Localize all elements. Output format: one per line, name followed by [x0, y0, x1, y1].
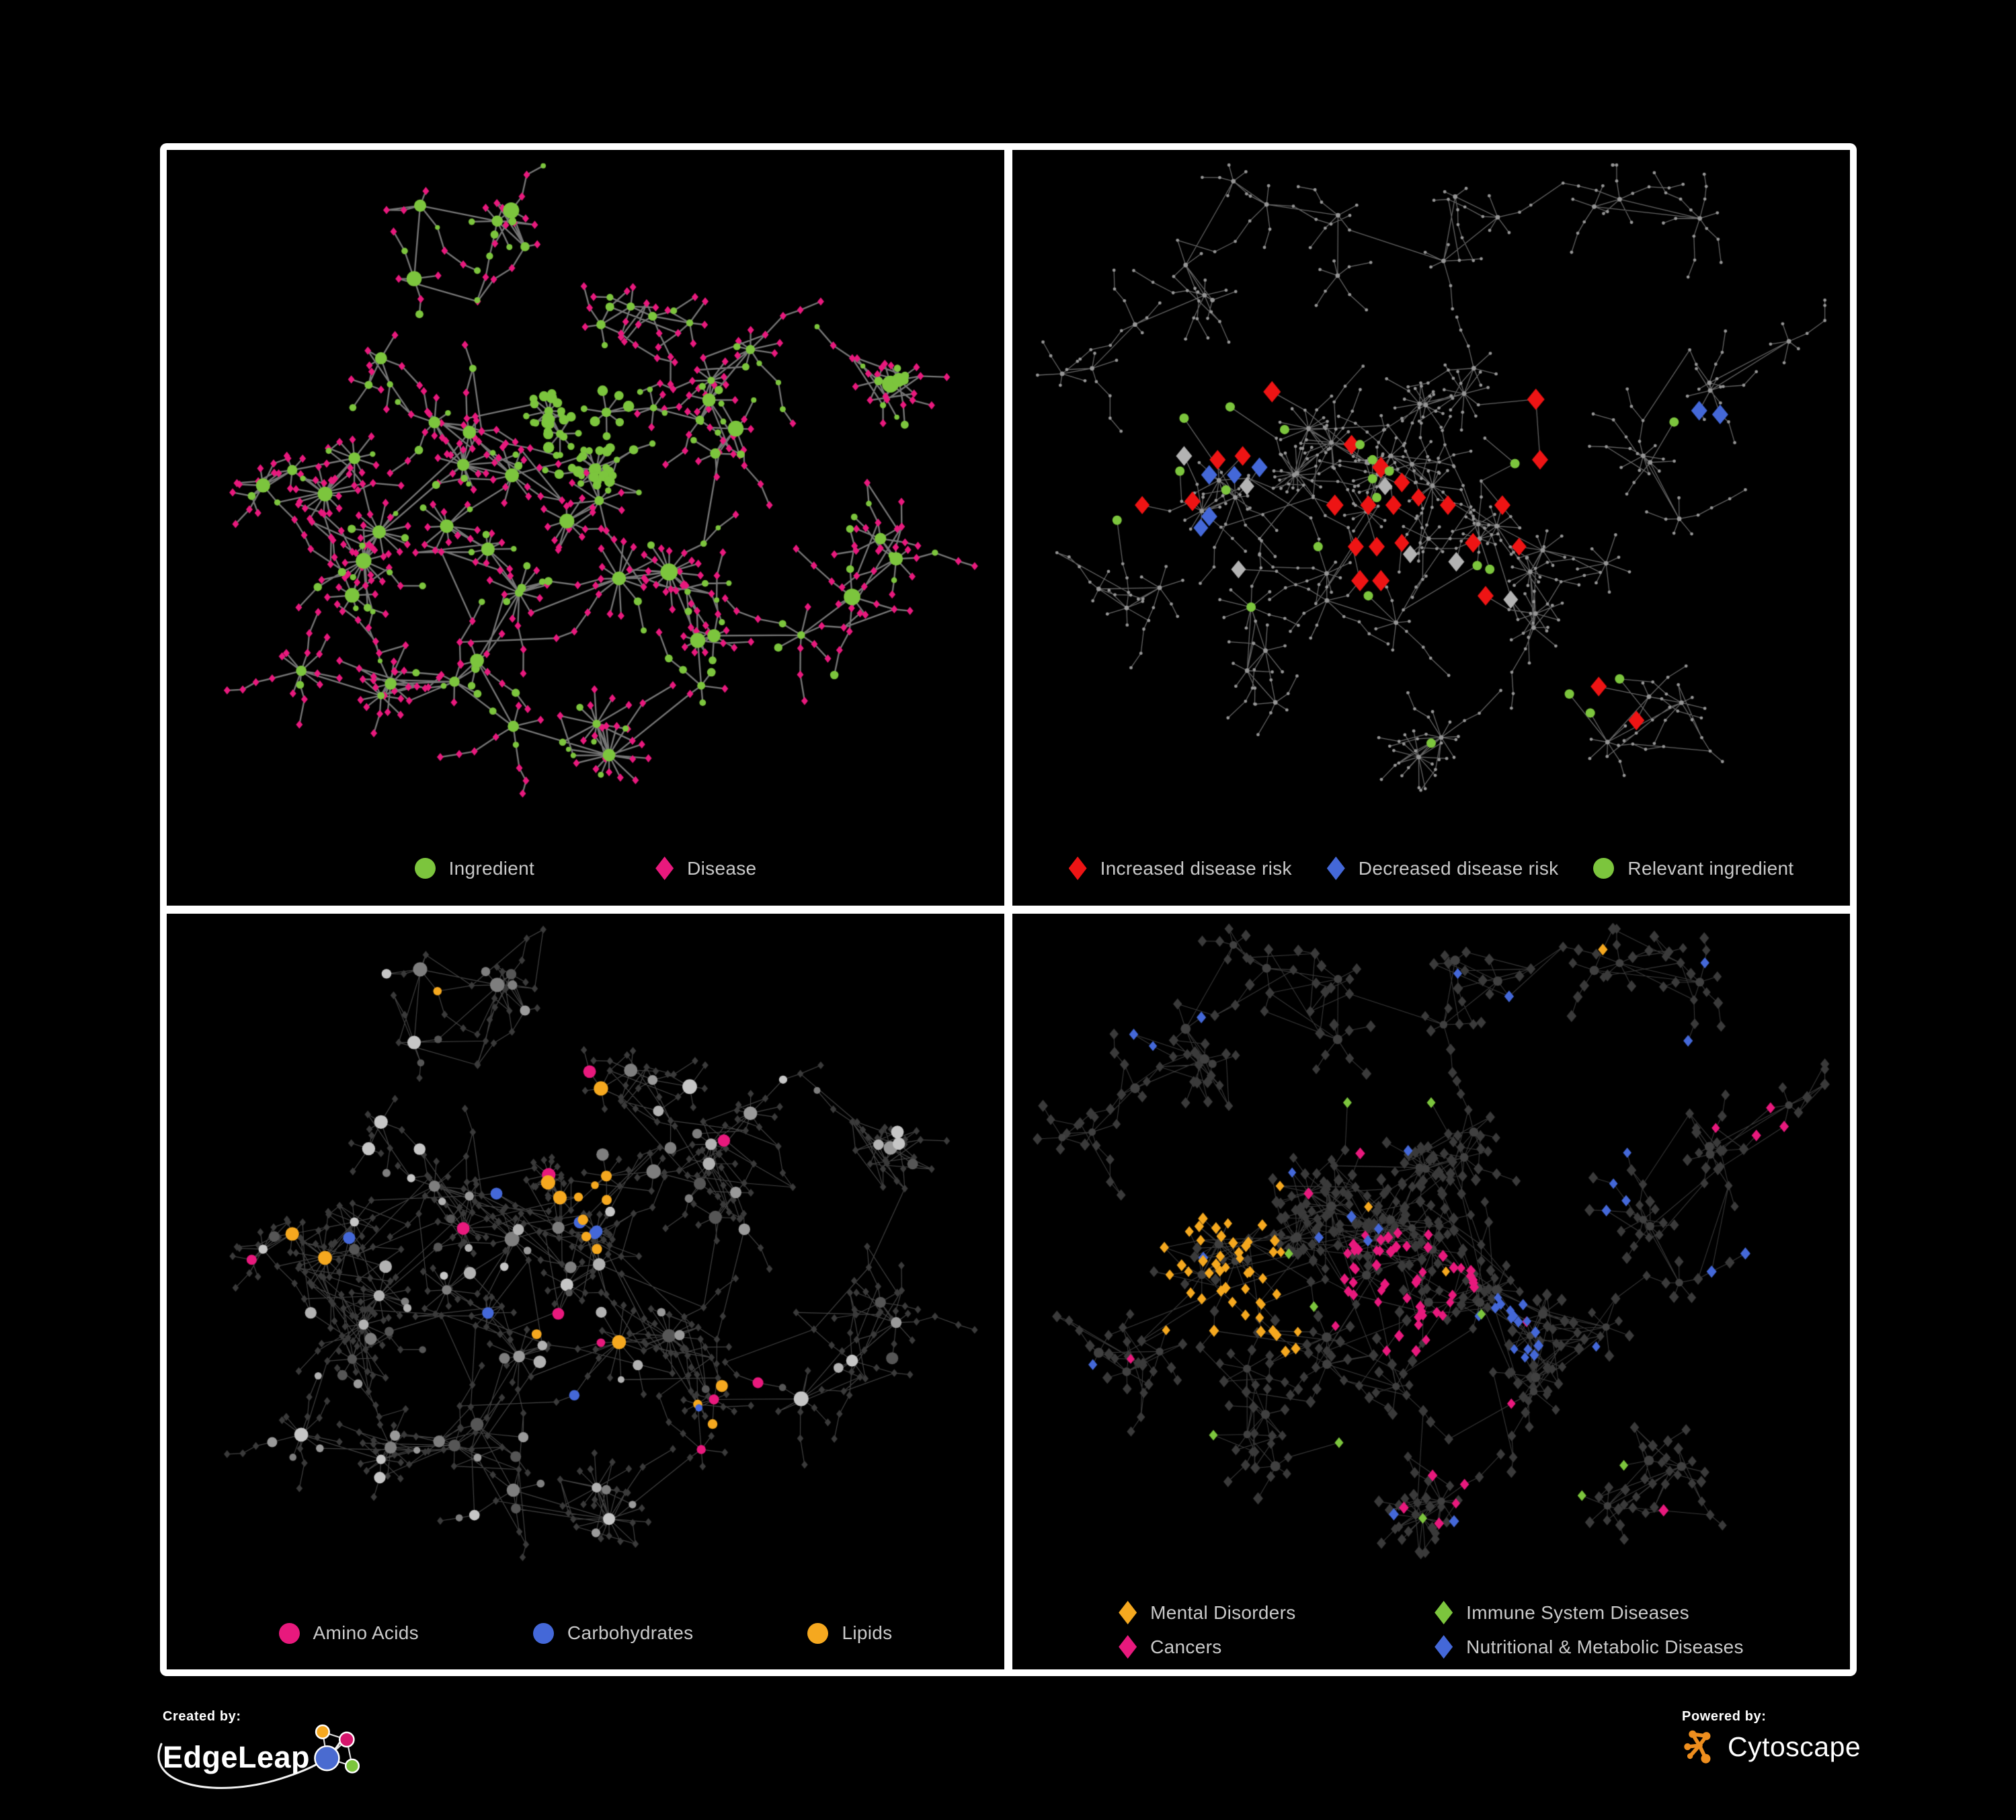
- diamond-marker-icon: [1119, 1635, 1137, 1659]
- circle-marker-icon: [278, 1622, 300, 1644]
- edgeleap-wordmark: EdgeLeap: [163, 1740, 311, 1775]
- circle-marker-icon: [532, 1622, 554, 1644]
- legend-item-mental-disorders: Mental Disorders: [1119, 1601, 1408, 1624]
- legend-label: Cancers: [1150, 1636, 1222, 1657]
- legend-label: Amino Acids: [313, 1622, 419, 1643]
- diamond-marker-icon: [1068, 857, 1087, 880]
- legend-label: Mental Disorders: [1150, 1601, 1296, 1623]
- panel-disease-risk: Increased disease risk Decreased disease …: [1012, 150, 1850, 906]
- diamond-marker-icon: [1119, 1601, 1137, 1624]
- legend-nutrient-classes: Amino Acids Carbohydrates Lipids: [167, 1622, 1004, 1644]
- figure-grid: Ingredient Disease Increased disease risk…: [160, 143, 1857, 1676]
- legend-label: Immune System Diseases: [1466, 1601, 1689, 1623]
- diamond-marker-icon: [1435, 1601, 1453, 1624]
- legend-label: Nutritional & Metabolic Diseases: [1466, 1636, 1744, 1657]
- network-canvas-ingredient-disease: [167, 150, 1004, 906]
- panel-ingredient-disease: Ingredient Disease: [167, 150, 1004, 906]
- legend-item-ingredient: Ingredient: [414, 857, 535, 879]
- diamond-marker-icon: [1435, 1635, 1453, 1659]
- legend-label: Carbohydrates: [567, 1622, 694, 1643]
- circle-marker-icon: [414, 858, 436, 879]
- legend-disease-risk: Increased disease risk Decreased disease …: [1012, 857, 1850, 880]
- diamond-marker-icon: [655, 857, 674, 880]
- powered-by-block: Powered by: Cytoscape: [1682, 1709, 1861, 1766]
- legend-item-disease: Disease: [655, 857, 756, 880]
- legend-label: Relevant ingredient: [1627, 857, 1794, 879]
- legend-item-lipids: Lipids: [807, 1622, 892, 1644]
- legend-item-cancers: Cancers: [1119, 1635, 1408, 1659]
- legend-label: Disease: [687, 857, 757, 879]
- diamond-marker-icon: [1326, 857, 1345, 880]
- created-by-block: Created by: EdgeLeap: [157, 1709, 364, 1810]
- network-canvas-disease-risk: [1012, 150, 1850, 906]
- legend-ingredient-disease: Ingredient Disease: [167, 857, 1004, 880]
- cytoscape-icon: [1684, 1730, 1711, 1764]
- legend-item-nutritional-metabolic-diseases: Nutritional & Metabolic Diseases: [1435, 1635, 1744, 1659]
- legend-label: Decreased disease risk: [1358, 857, 1559, 879]
- legend-item-immune-system-diseases: Immune System Diseases: [1435, 1601, 1744, 1624]
- legend-item-decreased-disease-risk: Decreased disease risk: [1326, 857, 1559, 880]
- network-canvas-nutrient-classes: [167, 914, 1004, 1669]
- edgeleap-network-icon: [314, 1724, 360, 1774]
- legend-item-amino-acids: Amino Acids: [278, 1622, 419, 1644]
- panel-nutrient-classes: Amino Acids Carbohydrates Lipids: [167, 914, 1004, 1669]
- legend-label: Increased disease risk: [1100, 857, 1292, 879]
- circle-marker-icon: [1593, 858, 1615, 879]
- legend-item-relevant-ingredient: Relevant ingredient: [1593, 858, 1793, 879]
- created-by-label: Created by:: [163, 1709, 241, 1724]
- panel-disease-classes: Mental Disorders Immune System Diseases Ca…: [1012, 914, 1850, 1669]
- legend-label: Lipids: [842, 1622, 893, 1643]
- circle-marker-icon: [807, 1622, 829, 1644]
- legend-item-increased-disease-risk: Increased disease risk: [1068, 857, 1292, 880]
- network-canvas-disease-classes: [1012, 914, 1850, 1669]
- cytoscape-wordmark: Cytoscape: [1728, 1731, 1861, 1762]
- legend-disease-classes: Mental Disorders Immune System Diseases Ca…: [1012, 1601, 1850, 1659]
- legend-label: Ingredient: [448, 857, 535, 879]
- legend-item-carbohydrates: Carbohydrates: [532, 1622, 694, 1644]
- powered-by-label: Powered by:: [1682, 1709, 1767, 1724]
